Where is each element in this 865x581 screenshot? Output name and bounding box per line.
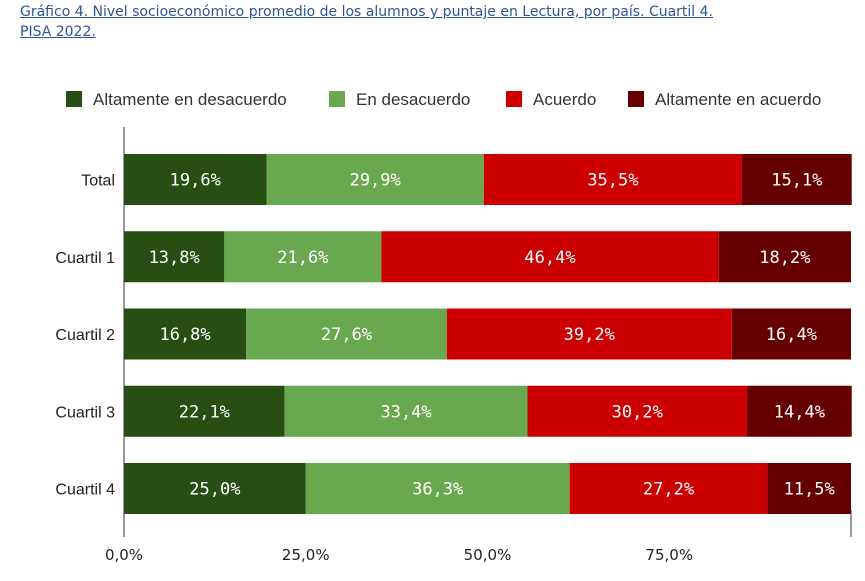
legend-label-2: En desacuerdo — [356, 90, 470, 109]
bar-segment-2-1 — [124, 231, 225, 283]
data-label-1-3: 35,5% — [587, 171, 638, 191]
legend-label-4: Altamente en acuerdo — [655, 90, 821, 109]
x-tick-label-3: 50,0% — [464, 546, 512, 564]
bar-segment-3-1 — [124, 308, 247, 360]
data-label-5-3: 27,2% — [643, 480, 694, 500]
bar-segment-4-2 — [284, 385, 528, 437]
bar-segment-4-1 — [124, 385, 285, 437]
caption-line-2: PISA 2022. — [20, 24, 96, 40]
data-label-1-2: 29,9% — [350, 171, 401, 191]
legend: Altamente en desacuerdo En desacuerdo Acue… — [66, 90, 821, 109]
bar-segment-4-4 — [747, 385, 852, 437]
bar-segment-1-2 — [266, 154, 484, 205]
category-label-1: Total — [81, 173, 115, 190]
caption-line-1: Gráfico 4. Nivel socioeconómico promedio… — [20, 4, 713, 20]
category-label-3: Cuartil 2 — [55, 327, 115, 344]
data-label-5-4: 11,5% — [784, 480, 835, 500]
legend-swatch-2 — [329, 91, 345, 107]
data-label-4-1: 22,1% — [179, 402, 230, 422]
category-labels: Total Cuartil 1 Cuartil 2 Cuartil 3 Cuartil … — [55, 173, 115, 499]
bar-segment-2-2 — [224, 231, 382, 283]
data-label-4-3: 30,2% — [612, 402, 663, 422]
x-tick-label-4: 75,0% — [645, 546, 693, 564]
legend-label-3: Acuerdo — [533, 90, 596, 109]
x-tick-label-2: 25,0% — [282, 546, 330, 564]
category-label-5: Cuartil 4 — [55, 482, 115, 499]
data-label-4-4: 14,4% — [774, 402, 825, 422]
legend-swatch-4 — [628, 91, 644, 107]
x-axis: 0,0% 25,0% 50,0% 75,0% — [105, 127, 852, 564]
data-label-1-1: 19,6% — [170, 171, 221, 191]
bar-segment-2-3 — [381, 231, 719, 283]
category-label-4: Cuartil 3 — [55, 404, 115, 421]
bar-segment-4-3 — [527, 385, 748, 437]
bar-segment-3-3 — [446, 308, 732, 360]
bar-segment-5-4 — [767, 463, 851, 514]
bar-segment-3-2 — [246, 308, 447, 360]
data-label-3-2: 27,6% — [321, 325, 372, 345]
legend-label-1: Altamente en desacuerdo — [93, 90, 287, 109]
bar-segment-3-4 — [731, 308, 851, 360]
bar-segment-1-4 — [741, 154, 852, 205]
data-label-4-2: 33,4% — [380, 402, 431, 422]
data-label-2-2: 21,6% — [277, 248, 328, 268]
data-label-3-1: 16,8% — [159, 325, 210, 345]
x-tick-label-1: 0,0% — [105, 546, 143, 564]
data-label-2-1: 13,8% — [149, 248, 200, 268]
data-label-2-4: 18,2% — [759, 248, 810, 268]
data-label-2-3: 46,4% — [524, 248, 575, 268]
chart-caption: Gráfico 4. Nivel socioeconómico promedio… — [20, 2, 840, 42]
bar-segment-1-3 — [483, 154, 742, 205]
bar-segment-5-3 — [569, 463, 768, 514]
category-label-2: Cuartil 1 — [55, 250, 115, 267]
data-label-5-1: 25,0% — [189, 480, 240, 500]
data-label-5-2: 36,3% — [412, 480, 463, 500]
data-label-3-3: 39,2% — [564, 325, 615, 345]
bar-segment-2-4 — [718, 231, 851, 283]
bar-segment-1-1 — [124, 154, 267, 205]
data-label-3-4: 16,4% — [766, 325, 817, 345]
legend-swatch-1 — [66, 91, 82, 107]
bar-segment-5-1 — [124, 463, 306, 514]
legend-swatch-3 — [506, 91, 522, 107]
bar-segment-5-2 — [305, 463, 570, 514]
bars: 19,6% 29,9% 35,5% 15,1% 13,8% 21,6% 46,4% 18,2%… — [124, 154, 852, 514]
data-label-1-4: 15,1% — [771, 171, 822, 191]
